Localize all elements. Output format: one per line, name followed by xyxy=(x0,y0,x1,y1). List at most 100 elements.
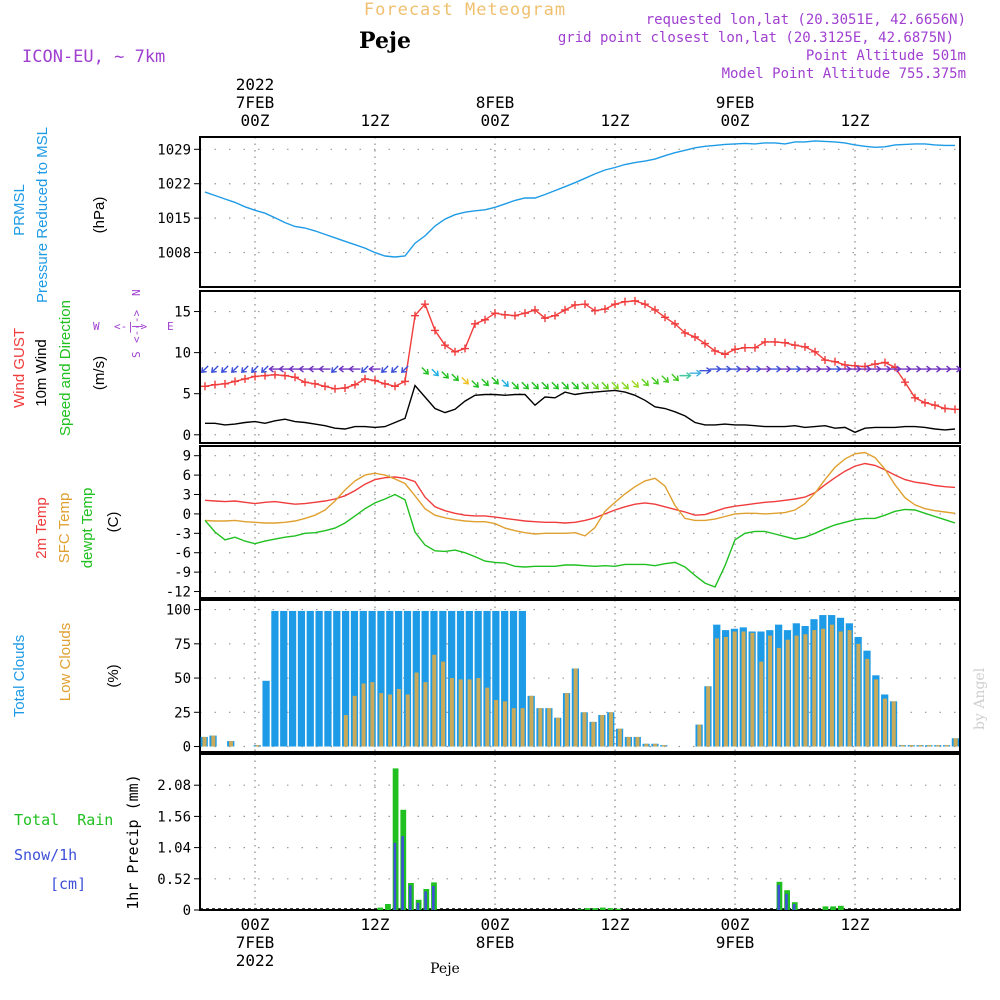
gust-marker xyxy=(501,310,509,319)
gust-marker xyxy=(331,384,339,393)
total-cloud-bar xyxy=(262,680,270,747)
low-cloud-bar xyxy=(600,715,605,747)
snow-bar xyxy=(408,885,412,910)
total-cloud-bar xyxy=(421,610,429,747)
temp2m-line xyxy=(204,462,956,524)
gust-marker xyxy=(401,377,409,386)
bottom-axis-label: 2022 xyxy=(236,951,275,970)
snow-bar xyxy=(431,886,435,910)
rain-bar xyxy=(822,906,829,910)
low-cloud-bar xyxy=(388,694,393,747)
low-cloud-bar xyxy=(494,699,499,747)
gust-marker xyxy=(531,305,539,314)
low-cloud-bar xyxy=(502,701,507,747)
wind-direction-arrow xyxy=(421,367,430,375)
gust-marker xyxy=(871,360,879,369)
wind-ylabels: Wind GUST 10m Wind Speed and Direction (… xyxy=(11,289,174,436)
compass-s: S xyxy=(130,351,143,358)
wind-direction-arrow xyxy=(949,365,962,373)
total-cloud-bar xyxy=(271,610,279,747)
wind-direction-arrow xyxy=(471,380,480,388)
low-cloud-bar xyxy=(591,721,596,747)
bottom-axis-label: 7FEB xyxy=(236,933,275,952)
wind-direction-arrow xyxy=(220,365,229,374)
gust-marker xyxy=(931,401,939,410)
pressure-ytick-label: 1008 xyxy=(157,246,191,262)
wind-direction-arrow xyxy=(929,365,942,373)
gust-marker xyxy=(581,300,589,309)
low-cloud-bar xyxy=(511,708,516,747)
precip-ytick-label: 0.52 xyxy=(157,872,191,888)
wind-direction-arrow xyxy=(581,381,590,390)
low-cloud-bar xyxy=(211,735,216,747)
low-cloud-bar xyxy=(405,694,410,747)
temp-label-dewpt: dewpt Temp xyxy=(79,488,96,569)
precip-ytick-label: 0 xyxy=(183,903,191,919)
gust-marker xyxy=(221,379,229,388)
model-label: ICON-EU, ~ 7km xyxy=(22,47,165,67)
bottom-axis-label: 12Z xyxy=(841,915,870,934)
compass-we-arrows: <-|-> xyxy=(114,320,147,333)
total-cloud-bar xyxy=(333,610,341,747)
wind-direction-arrow xyxy=(561,381,570,390)
gust-marker xyxy=(651,305,659,314)
gust-marker xyxy=(441,341,449,350)
wind-direction-arrow xyxy=(729,365,742,373)
wind-direction-arrow xyxy=(451,373,460,382)
wind-direction-arrow xyxy=(671,373,680,382)
total-cloud-bar xyxy=(350,610,359,747)
gust-line xyxy=(204,300,956,410)
gust-marker xyxy=(301,378,309,387)
gust-marker xyxy=(371,376,379,385)
temp-ytick-label: -12 xyxy=(166,585,191,601)
gust-marker xyxy=(831,357,839,366)
top-axis-label: 12Z xyxy=(841,111,870,130)
low-cloud-bar xyxy=(449,678,454,747)
gust-marker xyxy=(821,356,829,365)
gust-marker xyxy=(701,339,709,348)
wind-direction-arrow xyxy=(601,381,610,390)
wind-direction-arrow xyxy=(819,365,832,373)
gust-marker xyxy=(281,371,289,380)
wind-direction-arrow xyxy=(210,365,219,374)
bottom-axis-label: 12Z xyxy=(601,915,630,934)
top-axis-label: 12Z xyxy=(361,111,390,130)
wind-ytick-label: 10 xyxy=(174,346,191,362)
gust-marker xyxy=(341,383,349,392)
total-cloud-bar xyxy=(492,610,500,747)
low-cloud-bar xyxy=(865,658,870,747)
low-cloud-bar xyxy=(379,693,384,747)
pressure-frame xyxy=(199,136,961,288)
low-cloud-bar xyxy=(228,741,233,747)
temp-ytick-label: 9 xyxy=(183,449,191,465)
gust-marker xyxy=(681,328,689,337)
top-axis-label: 00Z xyxy=(721,111,750,130)
gust-marker xyxy=(291,373,299,382)
gust-marker xyxy=(461,344,469,353)
gust-marker xyxy=(231,377,239,386)
compass-ns-arrows: <-|-> xyxy=(130,310,143,343)
low-cloud-bar xyxy=(352,695,357,747)
total-cloud-bar xyxy=(377,610,385,747)
total-cloud-bar xyxy=(306,610,314,747)
compass-w: W xyxy=(93,320,100,333)
wind-direction-arrow xyxy=(360,365,369,374)
low-cloud-bar xyxy=(935,745,940,747)
low-cloud-bar xyxy=(856,643,861,747)
gust-marker xyxy=(671,319,679,328)
gust-marker xyxy=(381,379,389,388)
gust-marker xyxy=(571,300,579,309)
precip-label-rain: Total Rain xyxy=(14,811,113,829)
wind-direction-arrow xyxy=(909,365,922,373)
clouds-panel: 0 25 50 75 100 xyxy=(166,599,961,756)
wind-direction-arrow xyxy=(571,381,580,390)
gust-marker xyxy=(521,309,529,318)
bottom-axis-label: 12Z xyxy=(361,915,390,934)
temp-ylabels: 2m Temp SFC Temp dewpt Temp (C) xyxy=(33,488,122,569)
wind-label-unit: (m/s) xyxy=(91,356,108,390)
total-cloud-bar xyxy=(403,610,412,747)
gust-marker xyxy=(691,333,699,342)
top-axis-label: 00Z xyxy=(481,111,510,130)
low-cloud-bar xyxy=(918,745,923,747)
